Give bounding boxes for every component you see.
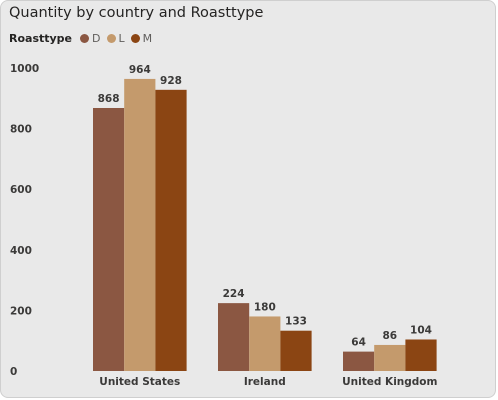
y-tick-label-400: 400 (10, 245, 32, 257)
bar-united-states-d[interactable] (93, 107, 125, 371)
data-label-united-kingdom-m: 104 (410, 324, 432, 336)
data-label-ireland-d: 224 (223, 288, 245, 300)
data-label-united-states-d: 868 (98, 93, 120, 105)
y-tick-label-600: 600 (10, 184, 32, 196)
bar-united-kingdom-l[interactable] (374, 344, 406, 371)
legend-label-d: D (92, 32, 101, 45)
legend-marker-d (80, 34, 90, 43)
data-label-united-states-l: 964 (129, 64, 151, 76)
y-tick-label-200: 200 (10, 305, 32, 317)
bar-united-states-m[interactable] (155, 89, 187, 371)
x-tick-label-united-kingdom: United Kingdom (342, 376, 437, 388)
bar-ireland-d[interactable] (218, 303, 250, 371)
data-label-ireland-m: 133 (285, 316, 307, 328)
y-tick-label-800: 800 (10, 124, 32, 136)
legend-marker-m (130, 34, 140, 43)
legend-label-l: L (118, 32, 125, 45)
data-label-united-kingdom-l: 86 (382, 330, 397, 342)
legend-marker-l (106, 34, 116, 43)
legend-item-l[interactable]: L (106, 32, 125, 45)
bar-united-states-l[interactable] (124, 78, 156, 372)
data-label-united-states-m: 928 (160, 75, 182, 87)
legend: Roasttype D L M (9, 32, 158, 45)
y-tick-label-1000: 1000 (10, 63, 39, 75)
bar-ireland-m[interactable] (280, 330, 312, 371)
chart-title: Quantity by country and Roasttype (9, 5, 264, 21)
bar-united-kingdom-m[interactable] (405, 339, 437, 371)
legend-item-m[interactable]: M (130, 32, 153, 45)
bar-united-kingdom-d[interactable] (343, 351, 375, 371)
data-label-ireland-l: 180 (254, 301, 276, 313)
legend-label-m: M (142, 32, 153, 45)
data-label-united-kingdom-d: 64 (351, 337, 366, 349)
legend-item-d[interactable]: D (80, 32, 101, 45)
x-tick-label-ireland: Ireland (244, 376, 286, 388)
bar-ireland-l[interactable] (249, 316, 281, 371)
x-tick-label-united-states: United States (99, 376, 180, 388)
y-tick-label-0: 0 (10, 366, 17, 378)
legend-title: Roasttype (9, 32, 73, 45)
